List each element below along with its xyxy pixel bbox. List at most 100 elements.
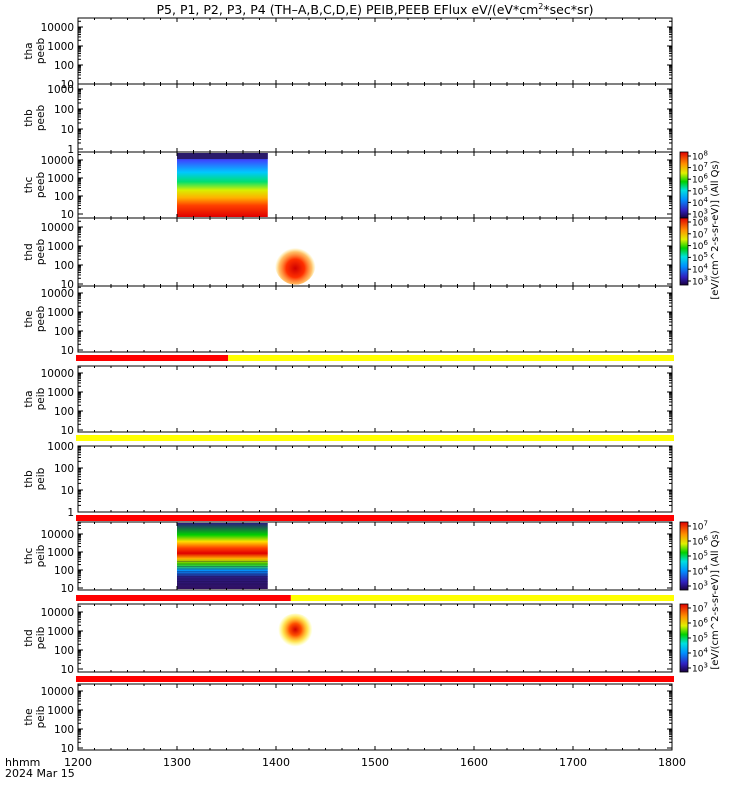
- panel-instrument-label: peib: [35, 705, 47, 728]
- mode-bar-layer: [76, 355, 674, 682]
- y-tick-label: 10000: [41, 288, 74, 300]
- panel-probe-label: thb: [23, 470, 35, 488]
- y-tick-label: 100: [54, 104, 74, 116]
- mode-bar-segment-red: [76, 595, 291, 601]
- y-tick-label: 100: [54, 260, 74, 272]
- y-tick-label: 1000: [47, 387, 74, 399]
- colorbar-tick-label: 106: [692, 617, 708, 630]
- colorbar-tick-label: 104: [692, 263, 708, 276]
- colorbar-tick-label: 108: [692, 150, 708, 163]
- y-tick-label: 10: [61, 279, 74, 291]
- panel-frame: [77, 285, 673, 353]
- y-tick-label: 100: [54, 326, 74, 338]
- y-tick-label: 1000: [47, 307, 74, 319]
- mode-bar: [76, 676, 674, 682]
- colorbar-strip: [679, 151, 689, 219]
- colorbar-label-peeb: [eV/(cm^2-s-sr-eV)] (All Qs): [710, 160, 721, 299]
- y-tick-label: 10: [61, 743, 74, 755]
- colorbar-tick-label: 104: [692, 565, 708, 578]
- spectrogram-fill: [177, 153, 268, 217]
- panel-thc-peib: thc peib 10000 1000 100 10: [23, 521, 673, 595]
- panel-probe-label: the: [23, 708, 35, 725]
- time-axis-label-date: 2024 Mar 15: [5, 767, 75, 780]
- panel-frame: [77, 83, 673, 153]
- panel-instrument-label: peeb: [35, 306, 47, 333]
- panel-instrument-label: peeb: [35, 38, 47, 65]
- panel-instrument-label: peeb: [35, 105, 47, 132]
- panel-frame: [77, 17, 673, 85]
- y-tick-label: 1000: [47, 241, 74, 253]
- colorbar-tick-label: 105: [692, 550, 708, 563]
- panel-the-peeb: the peeb 10000 1000 100 10: [23, 285, 673, 357]
- colorbar-strip: [679, 521, 689, 591]
- colorbar-tick-label: 107: [692, 520, 708, 533]
- panel-thd-peeb: thd peeb 10000 1000 100 10: [23, 217, 673, 291]
- y-tick-label: 1000: [47, 173, 74, 185]
- y-tick-label: 1000: [47, 547, 74, 559]
- panel-probe-label: thc: [23, 548, 35, 565]
- spectrogram-peak: [276, 613, 315, 652]
- panel-probe-label: thc: [23, 177, 35, 194]
- panel-instrument-label: peib: [35, 544, 47, 567]
- y-tick-label: 1000: [47, 626, 74, 638]
- y-tick-label: 10000: [41, 22, 74, 34]
- cb-thd-peib: 107 106 105 104 103: [679, 602, 708, 675]
- colorbar-tick-label: 105: [692, 632, 708, 645]
- y-tick-label: 100: [54, 191, 74, 203]
- y-tick-label: 100: [54, 406, 74, 418]
- y-tick-label: 100: [54, 463, 74, 475]
- panel-probe-label: tha: [23, 390, 35, 407]
- panel-frame: [77, 683, 673, 751]
- colorbar-strip: [679, 217, 689, 286]
- spectrogram-layer: [177, 153, 316, 652]
- colorbar-tick-label: 106: [692, 239, 708, 252]
- mode-bar: [76, 435, 674, 441]
- y-tick-label: 100: [54, 565, 74, 577]
- y-tick-label: 10000: [41, 607, 74, 619]
- y-tick-label: 100: [54, 60, 74, 72]
- spectrogram-fill: [177, 523, 268, 589]
- y-tick-label: 10: [61, 664, 74, 676]
- panel-tha-peeb: tha peeb 10000 1000 100 10: [23, 17, 673, 91]
- y-tick-label: 10: [61, 79, 74, 91]
- y-tick-label: 10: [61, 345, 74, 357]
- y-tick-label: 10000: [41, 222, 74, 234]
- y-tick-label: 1: [67, 144, 74, 156]
- panel-frame: [77, 151, 673, 219]
- time-tick-label: 1400: [262, 756, 290, 769]
- y-tick-label: 10: [61, 425, 74, 437]
- panel-frame: [77, 521, 673, 591]
- panel-instrument-label: peeb: [35, 172, 47, 199]
- panel-probe-label: the: [23, 310, 35, 327]
- colorbar-tick-label: 103: [692, 208, 708, 221]
- y-tick-label: 10: [61, 583, 74, 595]
- mode-bar-segment-yellow: [76, 435, 674, 441]
- y-tick-label: 10000: [41, 368, 74, 380]
- time-tick-label: 1300: [163, 756, 191, 769]
- panel-probe-label: thb: [23, 109, 35, 127]
- panel-instrument-label: peib: [35, 387, 47, 410]
- spectrogram-edge: [177, 153, 268, 159]
- y-tick-label: 10: [61, 209, 74, 221]
- y-tick-label: 1000: [47, 84, 74, 96]
- colorbar-tick-label: 104: [692, 196, 708, 209]
- colorbar-tick-label: 103: [692, 580, 708, 593]
- mode-bar-segment-red: [76, 515, 674, 521]
- y-tick-label: 1000: [47, 441, 74, 453]
- mode-bar-segment-red: [76, 355, 229, 361]
- colorbar-tick-label: 107: [692, 602, 708, 615]
- colorbar-strip: [679, 603, 689, 673]
- mode-bar: [76, 515, 674, 521]
- time-axis-label-hhmm: hhmm: [5, 756, 40, 769]
- colorbar-tick-label: 103: [692, 275, 708, 288]
- mode-bar: [76, 595, 674, 601]
- y-tick-label: 100: [54, 645, 74, 657]
- time-tick-label: 1800: [658, 756, 686, 769]
- panel-frame: [77, 365, 673, 433]
- colorbar-tick-label: 107: [692, 161, 708, 174]
- y-tick-label: 10: [61, 485, 74, 497]
- panel-frame: [77, 445, 673, 513]
